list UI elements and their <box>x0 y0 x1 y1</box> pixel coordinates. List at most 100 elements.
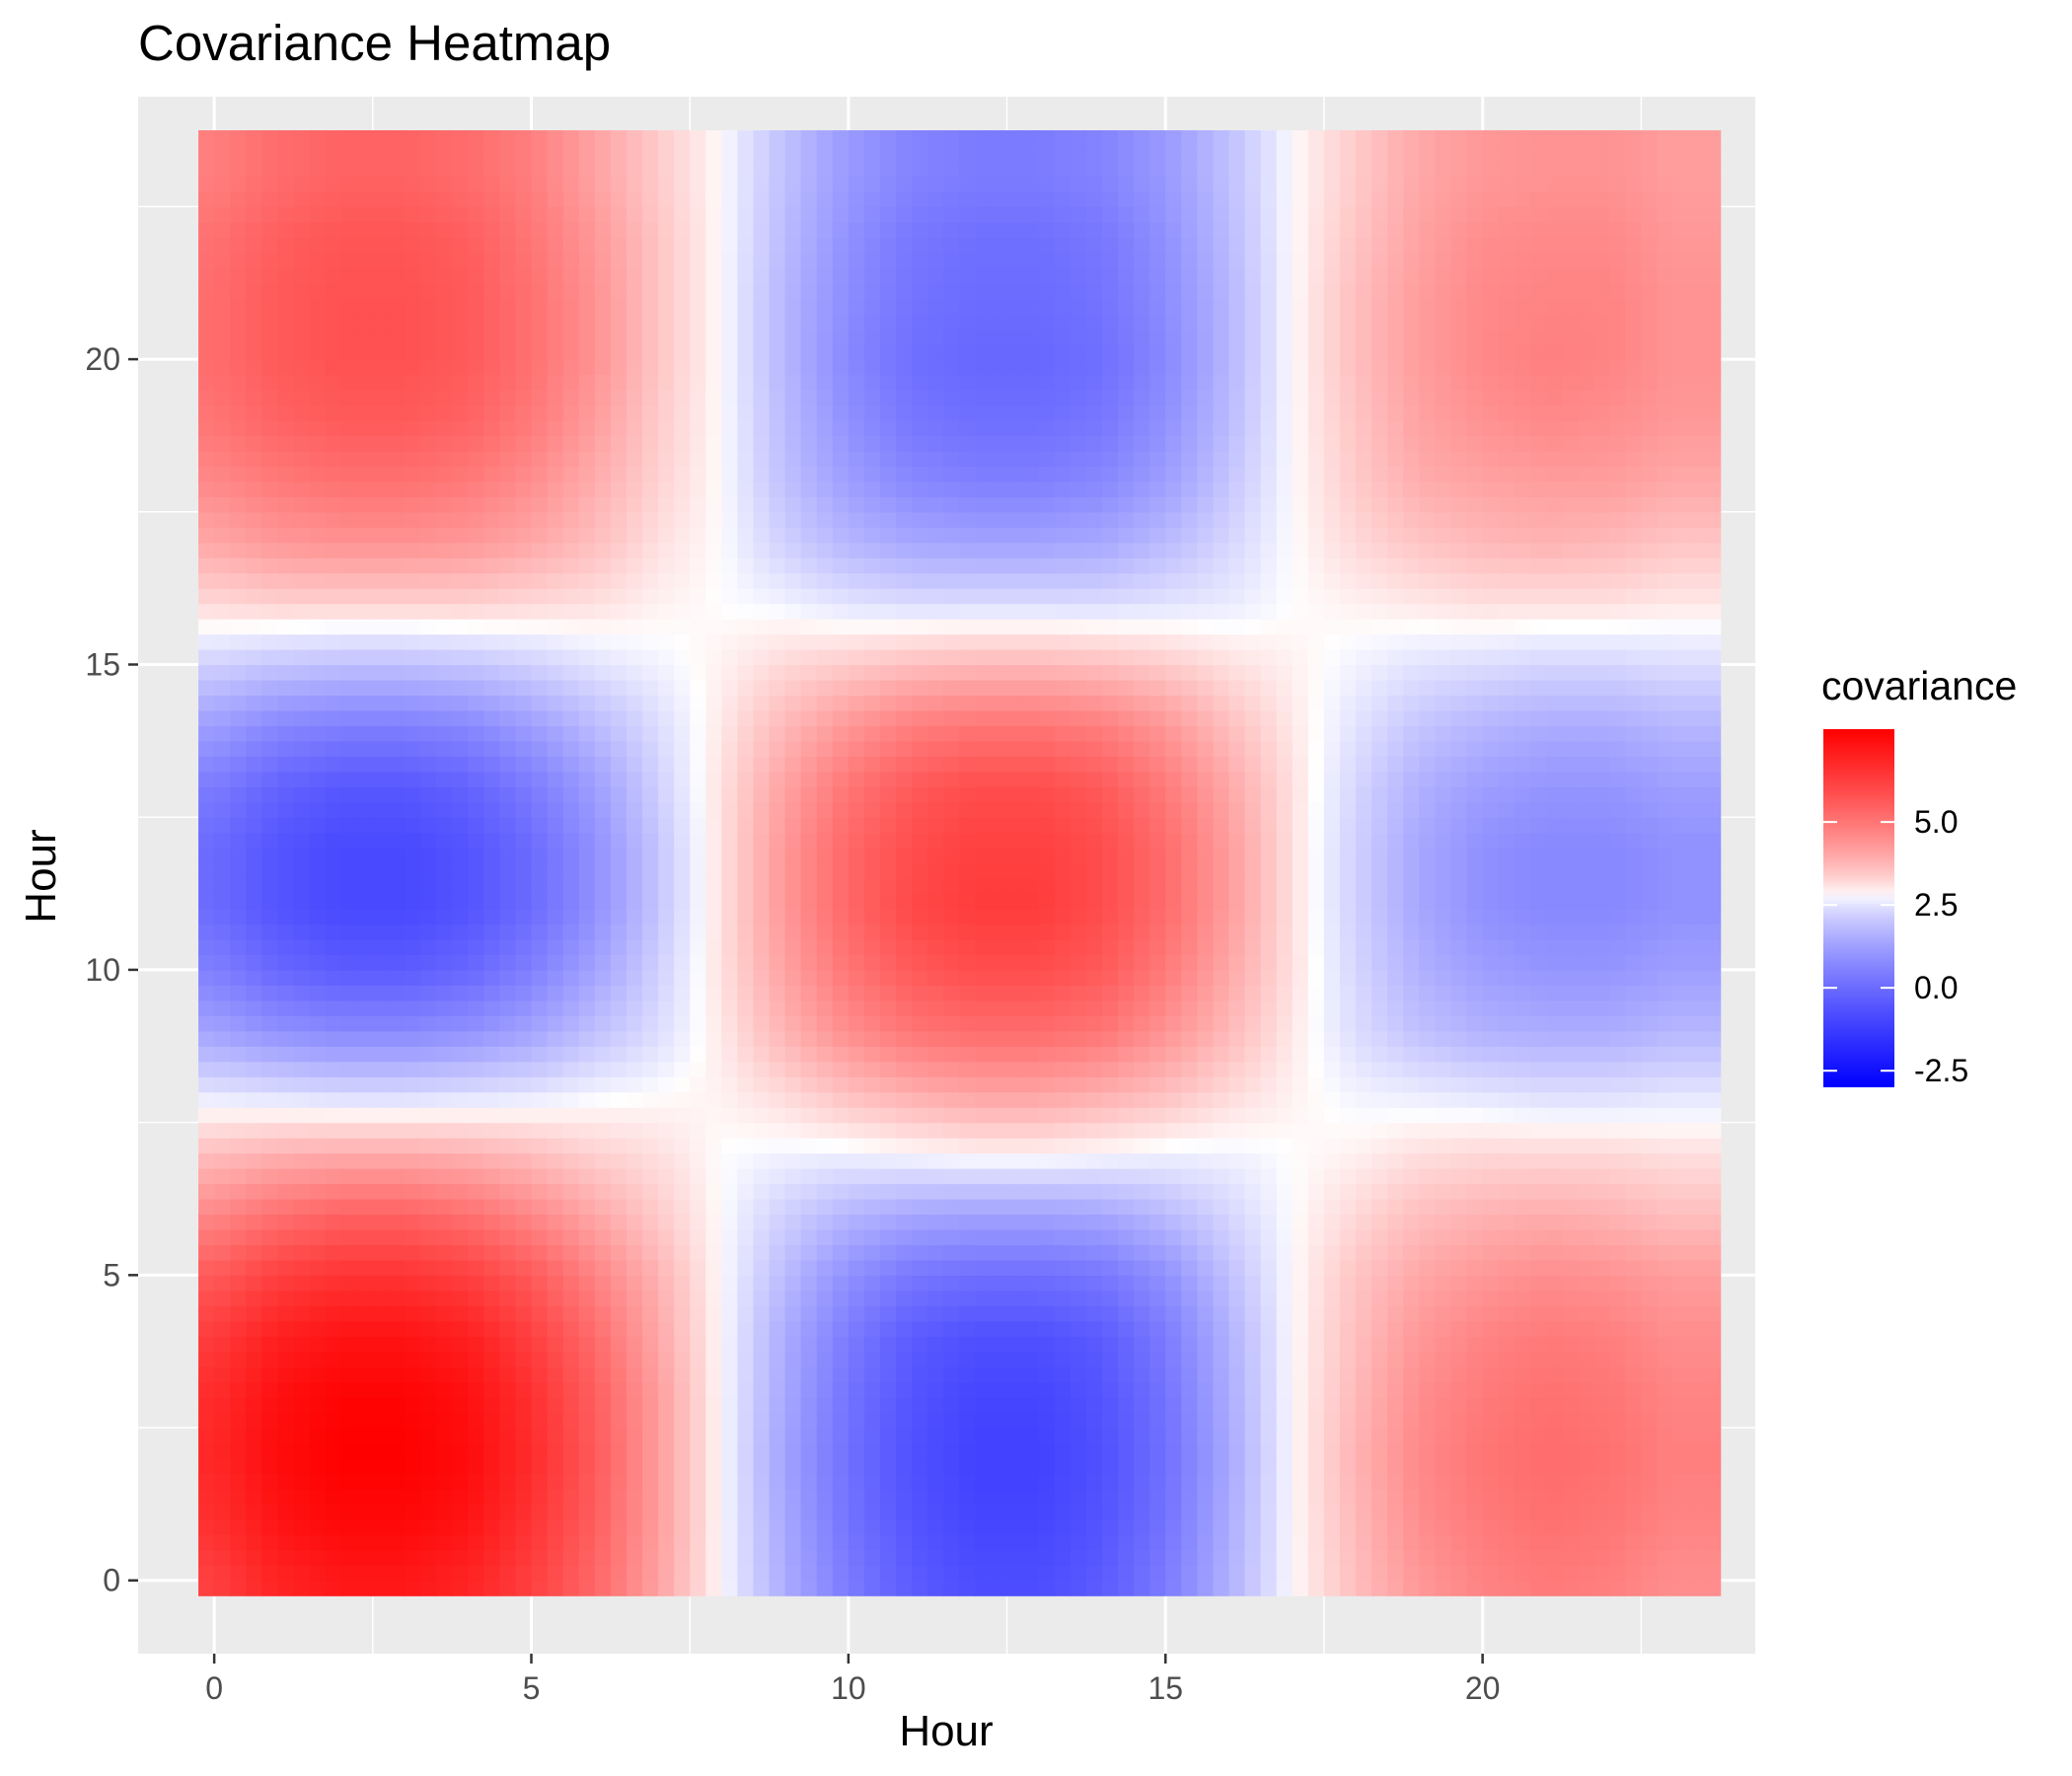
heatmap-cell <box>483 1030 500 1047</box>
heatmap-cell <box>1419 848 1437 864</box>
heatmap-cell <box>690 969 706 986</box>
heatmap-cell <box>784 1107 802 1124</box>
heatmap-cell <box>1419 1091 1437 1108</box>
heatmap-cell <box>356 1228 374 1245</box>
heatmap-cell <box>388 969 406 986</box>
heatmap-cell <box>1545 1428 1563 1444</box>
heatmap-cell <box>1228 832 1246 849</box>
heatmap-cell <box>483 1336 500 1353</box>
heatmap-cell <box>816 1198 834 1216</box>
heatmap-cell <box>705 1428 722 1444</box>
heatmap-cell <box>499 999 517 1016</box>
heatmap-cell <box>1593 832 1610 849</box>
heatmap-cell <box>1657 1275 1674 1292</box>
heatmap-cell <box>1545 1351 1563 1368</box>
heatmap-cell <box>468 1259 484 1276</box>
heatmap-cell <box>1054 1091 1072 1108</box>
heatmap-cell <box>610 1228 628 1245</box>
heatmap-cell <box>1292 1397 1309 1414</box>
heatmap-cell <box>1292 1320 1309 1337</box>
heatmap-cell <box>356 1381 374 1398</box>
heatmap-cell <box>800 1214 818 1230</box>
heatmap-cell <box>1545 1336 1563 1353</box>
heatmap-cell <box>340 1290 358 1306</box>
heatmap-cell <box>1435 1443 1452 1459</box>
heatmap-cell <box>1197 1549 1215 1566</box>
heatmap-cell <box>896 1107 913 1124</box>
heatmap-cell <box>214 1015 231 1032</box>
heatmap-cell <box>436 954 453 971</box>
heatmap-cell <box>261 1030 279 1047</box>
heatmap-cell <box>293 1290 311 1306</box>
heatmap-cell <box>991 862 1008 879</box>
heatmap-cell <box>658 817 675 834</box>
heatmap-cell <box>1323 1152 1341 1169</box>
heatmap-cell <box>1323 1183 1341 1200</box>
heatmap-cell <box>531 893 549 910</box>
heatmap-cell <box>1038 1320 1056 1337</box>
heatmap-cell <box>246 1290 262 1306</box>
heatmap-cell <box>1514 1412 1531 1429</box>
heatmap-cell <box>261 1381 279 1398</box>
heatmap-cell <box>1529 1488 1547 1505</box>
heatmap-cell <box>975 1183 993 1200</box>
heatmap-cell <box>246 1107 262 1124</box>
heatmap-cell <box>261 893 279 910</box>
heatmap-cell <box>832 1397 850 1414</box>
heatmap-cell <box>1118 938 1135 956</box>
heatmap-cell <box>325 1061 342 1077</box>
heatmap-cell <box>420 1428 437 1444</box>
heatmap-cell <box>1435 1259 1452 1276</box>
heatmap-cell <box>690 1443 706 1459</box>
heatmap-cell <box>468 817 484 834</box>
heatmap-cell <box>340 1473 358 1490</box>
heatmap-cell <box>880 909 897 925</box>
heatmap-cell <box>1403 1091 1420 1108</box>
heatmap-cell <box>1435 1152 1452 1169</box>
heatmap-cell <box>737 1336 755 1353</box>
heatmap-cell <box>340 1518 358 1535</box>
heatmap-cell <box>1403 969 1420 986</box>
heatmap-cell <box>1054 1198 1072 1216</box>
heatmap-cell <box>1006 985 1024 1001</box>
heatmap-cell <box>658 1046 675 1063</box>
heatmap-cell <box>991 878 1008 895</box>
heatmap-cell <box>468 999 484 1016</box>
heatmap-cell <box>863 893 881 910</box>
heatmap-cell <box>1450 878 1468 895</box>
heatmap-cell <box>1165 1504 1182 1520</box>
heatmap-cell <box>1149 1030 1166 1047</box>
heatmap-cell <box>1134 817 1150 834</box>
heatmap-cell <box>721 999 738 1016</box>
heatmap-cell <box>468 1138 484 1154</box>
heatmap-cell <box>816 1015 834 1032</box>
heatmap-cell <box>1482 938 1500 956</box>
heatmap-cell <box>1356 1473 1372 1490</box>
heatmap-cell <box>1054 1336 1072 1353</box>
heatmap-cell <box>1181 909 1198 925</box>
heatmap-cell <box>547 878 564 895</box>
heatmap-cell <box>912 924 928 940</box>
heatmap-cell <box>912 954 928 971</box>
heatmap-cell <box>1134 1336 1150 1353</box>
heatmap-cell <box>1371 1473 1388 1490</box>
heatmap-cell <box>1213 1183 1230 1200</box>
heatmap-cell <box>1054 832 1072 849</box>
heatmap-cell <box>1514 985 1531 1001</box>
heatmap-cell <box>1466 1534 1484 1551</box>
heatmap-cell <box>388 1152 406 1169</box>
heatmap-cell <box>1197 1138 1215 1154</box>
heatmap-cell <box>1323 1198 1341 1216</box>
heatmap-cell <box>975 1534 993 1551</box>
heatmap-cell <box>1435 1214 1452 1230</box>
heatmap-cell <box>372 938 390 956</box>
heatmap-cell <box>784 1336 802 1353</box>
heatmap-cell <box>198 1091 215 1108</box>
heatmap-cell <box>436 938 453 956</box>
heatmap-cell <box>1054 954 1072 971</box>
heatmap-cell <box>1006 1428 1024 1444</box>
heatmap-cell <box>1022 1518 1040 1535</box>
heatmap-cell <box>1276 1580 1294 1596</box>
heatmap-cell <box>436 1122 453 1139</box>
heatmap-cell <box>562 1534 580 1551</box>
